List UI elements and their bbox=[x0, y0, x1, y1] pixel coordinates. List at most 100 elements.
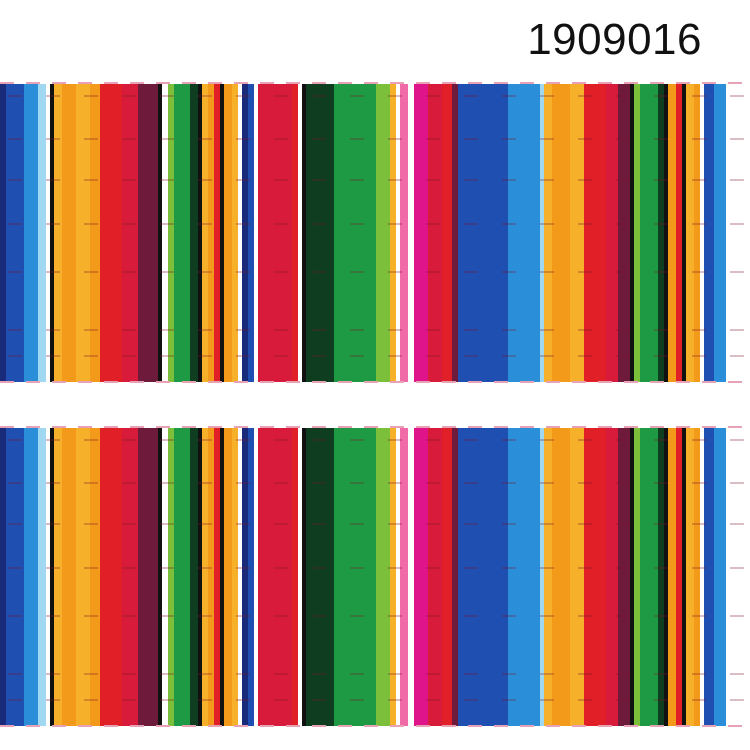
stripe-white bbox=[396, 84, 400, 382]
stripe-light-blue bbox=[38, 84, 46, 382]
stripe-amber bbox=[570, 84, 584, 382]
stripe-royal-blue bbox=[480, 84, 508, 382]
stripe-maroon bbox=[618, 84, 630, 382]
stripe-dark-green bbox=[306, 84, 316, 382]
stripe-white bbox=[254, 84, 258, 382]
stripe-lime bbox=[634, 428, 640, 726]
ribbon-top bbox=[0, 84, 750, 382]
stripe-crimson bbox=[428, 84, 442, 382]
stripe-lime bbox=[376, 84, 390, 382]
ribbon-top-edge-dash bbox=[0, 82, 750, 84]
stripe-red bbox=[676, 428, 682, 726]
stripe-white bbox=[238, 428, 242, 726]
stripe-maroon bbox=[618, 428, 630, 726]
stripe-green bbox=[640, 428, 658, 726]
stripe-lime bbox=[168, 84, 174, 382]
stripe-royal-blue bbox=[704, 84, 714, 382]
stripe-amber bbox=[544, 428, 552, 726]
stripe-amber bbox=[54, 428, 62, 726]
stripe-black bbox=[630, 428, 634, 726]
stripe-dark-green bbox=[316, 428, 334, 726]
stripe-sky-blue bbox=[528, 428, 540, 726]
stripe-red bbox=[214, 428, 220, 726]
stripe-white bbox=[46, 84, 50, 382]
stripe-red bbox=[676, 84, 682, 382]
product-code-label: 1909016 bbox=[527, 15, 702, 64]
stripe-green bbox=[356, 428, 376, 726]
stripe-orange bbox=[208, 84, 214, 382]
stripe-orange bbox=[224, 428, 232, 726]
stripe-light-blue bbox=[540, 84, 544, 382]
stripe-orange bbox=[90, 84, 100, 382]
stripe-amber bbox=[76, 428, 90, 726]
stripe-maroon bbox=[452, 84, 458, 382]
stripe-black bbox=[302, 84, 306, 382]
ribbon-bottom-edge-dash bbox=[0, 426, 750, 428]
stripe-orange bbox=[90, 428, 100, 726]
stripe-amber bbox=[544, 84, 552, 382]
stripe-black bbox=[220, 428, 224, 726]
stripe-crimson bbox=[122, 84, 138, 382]
stripe-green bbox=[356, 84, 376, 382]
stripe-black bbox=[158, 428, 162, 726]
stripe-amber bbox=[686, 84, 694, 382]
stripe-black bbox=[664, 84, 668, 382]
stripe-crimson bbox=[606, 428, 618, 726]
stripe-orange bbox=[668, 84, 676, 382]
stripe-white bbox=[700, 84, 704, 382]
stripe-green bbox=[640, 84, 658, 382]
stripe-sky-blue bbox=[508, 428, 528, 726]
stripe-white bbox=[396, 428, 400, 726]
stripe-black bbox=[198, 84, 202, 382]
stripe-black bbox=[158, 84, 162, 382]
stripe-dark-green bbox=[316, 84, 334, 382]
stripe-black bbox=[664, 428, 668, 726]
stripe-royal-blue bbox=[480, 428, 508, 726]
stripe-white bbox=[46, 428, 50, 726]
stripe-sky-blue bbox=[24, 84, 38, 382]
stripe-orange bbox=[694, 428, 700, 726]
stripe-white bbox=[254, 428, 258, 726]
stripe-green bbox=[174, 84, 190, 382]
stripe-orange bbox=[62, 428, 76, 726]
stripe-orange bbox=[552, 428, 570, 726]
stripe-pink bbox=[400, 84, 408, 382]
stripe-crimson bbox=[122, 428, 138, 726]
stripe-royal-blue bbox=[248, 84, 254, 382]
stripe-white bbox=[298, 84, 302, 382]
stripe-light-blue bbox=[38, 428, 46, 726]
stripe-red bbox=[442, 84, 452, 382]
stripe-black bbox=[50, 428, 54, 726]
stripe-navy bbox=[0, 84, 6, 382]
stripe-amber bbox=[570, 428, 584, 726]
stripe-green bbox=[174, 428, 190, 726]
stripe-dark-green bbox=[190, 84, 198, 382]
stripe-white bbox=[700, 428, 704, 726]
stripe-red bbox=[214, 84, 220, 382]
stripe-white bbox=[162, 84, 168, 382]
stripe-amber bbox=[232, 428, 238, 726]
stripe-royal-blue bbox=[458, 428, 480, 726]
stripe-crimson bbox=[258, 428, 292, 726]
stripe-red bbox=[100, 84, 122, 382]
stripe-white bbox=[238, 84, 242, 382]
stripe-maroon bbox=[146, 84, 158, 382]
ribbon-top-bottom-dash bbox=[0, 381, 750, 383]
stripe-sky-blue bbox=[24, 428, 38, 726]
stripe-orange bbox=[208, 428, 214, 726]
stripe-red bbox=[292, 84, 298, 382]
stripe-orange bbox=[552, 84, 570, 382]
stripe-white bbox=[162, 428, 168, 726]
stripe-crimson bbox=[258, 84, 292, 382]
stripe-red bbox=[292, 428, 298, 726]
stripe-royal-blue bbox=[248, 428, 254, 726]
stripe-green bbox=[334, 84, 356, 382]
stripe-amber bbox=[202, 84, 208, 382]
stripe-lime bbox=[634, 84, 640, 382]
stripe-green bbox=[334, 428, 356, 726]
stripe-black bbox=[198, 428, 202, 726]
ribbon-bottom-bottom-dash bbox=[0, 725, 750, 727]
stripe-dark-green bbox=[658, 84, 664, 382]
stripe-maroon bbox=[452, 428, 458, 726]
stripe-sky-blue bbox=[528, 84, 540, 382]
